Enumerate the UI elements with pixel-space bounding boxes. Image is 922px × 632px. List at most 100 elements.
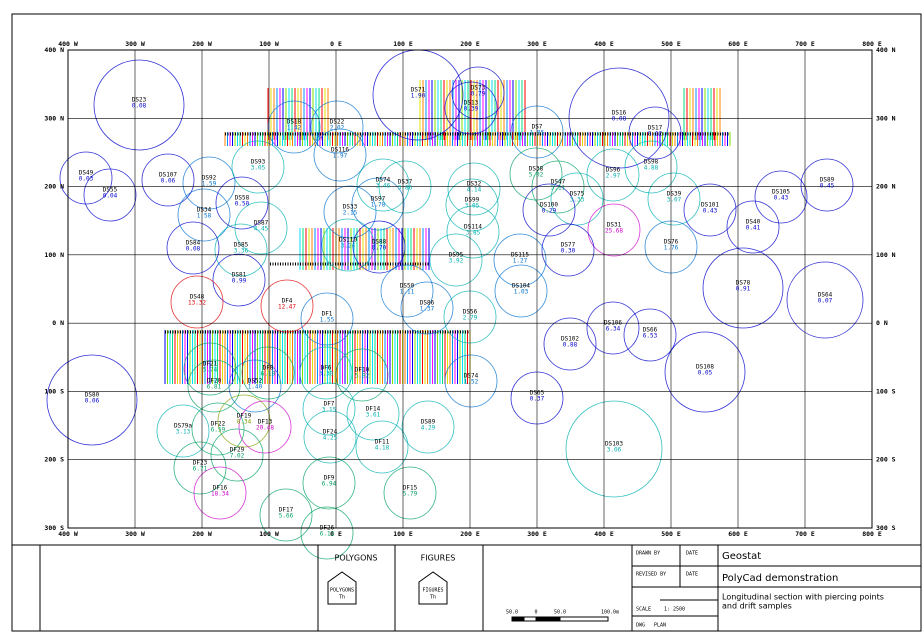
sample-value: 1.76 [664, 245, 679, 252]
sample-value: 1.90 [411, 93, 426, 100]
sample-name: DS22 [330, 119, 345, 126]
sample-name: DS105 [772, 189, 790, 196]
polygon-cell [231, 140, 285, 194]
x-label: 700 E [795, 40, 815, 48]
sample-value: 1.40 [248, 384, 263, 391]
sample-value: 0.05 [698, 370, 713, 377]
polygon-cell [628, 106, 682, 160]
polygon-cell [702, 247, 784, 329]
sample-value: 1.58 [197, 213, 212, 220]
sample-value: 0.08 [132, 103, 147, 110]
y-label: 400 N [876, 46, 896, 54]
sample-name: DS99 [465, 197, 480, 204]
sample-value: 1.59 [202, 181, 217, 188]
sample-name: DS97 [371, 196, 386, 203]
sample-value: 0.12 [648, 131, 663, 138]
sample-value: 6.59 [211, 427, 226, 434]
y-label: 100 N [876, 251, 896, 259]
sample-name: DS80 [85, 392, 100, 399]
x-label: 800 E [862, 40, 882, 48]
x-label: 800 E [862, 530, 882, 538]
company: Geostat [722, 551, 761, 562]
sample-name: DS23 [132, 97, 147, 104]
sample-name: DS73 [471, 85, 486, 92]
polygon-cell [380, 264, 434, 318]
polygon-cell [754, 170, 808, 224]
frame [11, 13, 922, 632]
polygon-cell [346, 387, 400, 441]
sample-value: 0.79 [471, 91, 486, 98]
sample-name: DF6 [321, 365, 332, 372]
y-label: 100 S [44, 387, 64, 395]
sample-name: DS56 [463, 309, 478, 316]
sample-value: 0.70 [372, 245, 387, 252]
sample-value: 2.02 [330, 125, 345, 132]
sample-value: 3.05 [465, 203, 480, 210]
sample-value: 5.74 [203, 367, 218, 374]
figures-header: FIGURES [421, 554, 456, 563]
polygon-cell [624, 140, 678, 194]
polygon-cell [259, 488, 313, 542]
polygon-cell [193, 466, 247, 520]
x-label: 400 E [594, 530, 614, 538]
sample-value: 3.33 [570, 197, 585, 204]
sample-value: 0.88 [563, 342, 578, 349]
sample-value: 4.25 [323, 435, 338, 442]
sample-value: 5.11 [551, 185, 566, 192]
polygon-cell [321, 218, 375, 272]
sample-name: DS87 [254, 220, 269, 227]
sample-name: DS58 [235, 195, 250, 202]
y-label: 0 N [52, 319, 64, 327]
sample-name: DS38 [529, 166, 544, 173]
polygon-cell [191, 402, 245, 456]
y-label: 300 S [44, 524, 64, 532]
polygon-cell [355, 420, 409, 474]
sample-name: DS116 [331, 147, 349, 154]
scale-bar-label: 0 [534, 610, 537, 616]
sample-name: DS93 [251, 159, 266, 166]
polygon-cell [565, 400, 663, 498]
y-label: 400 N [44, 46, 64, 54]
sample-value: 1.85 [530, 130, 545, 137]
sample-name: DS17 [648, 125, 663, 132]
polygon-cell [303, 410, 357, 464]
sample-value: 0.37 [530, 396, 545, 403]
polygon-cell [59, 151, 113, 205]
sample-value: 18.34 [211, 491, 229, 498]
sample-value: 1.37 [420, 306, 435, 313]
sample-name: DF23 [193, 460, 208, 467]
polygon-cell [83, 168, 137, 222]
x-label: 100 E [393, 40, 413, 48]
polygon-cell [210, 428, 264, 482]
sample-value: 2.97 [606, 173, 621, 180]
sample-name: DS79a [174, 423, 192, 430]
polygon-cell [299, 346, 353, 400]
sample-name: DS33 [343, 204, 358, 211]
polygon-cell [786, 261, 864, 339]
polygon-cell [141, 153, 195, 207]
polygon-cell [664, 331, 746, 413]
sample-value: 2.79 [463, 315, 478, 322]
polygon-cell [586, 148, 640, 202]
polygon-cell [170, 275, 224, 329]
sample-name: DS108 [696, 364, 714, 371]
sample-name: DF13 [258, 419, 273, 426]
polygon-cell [228, 359, 282, 413]
y-label: 0 N [876, 319, 888, 327]
sample-value: 3.61 [366, 412, 381, 419]
x-label: 700 E [795, 530, 815, 538]
sample-name: DF29 [230, 447, 245, 454]
x-label: 300 W [125, 530, 145, 538]
y-label: 200 N [44, 183, 64, 191]
x-label: 200 E [460, 40, 480, 48]
x-label: 400 W [58, 40, 78, 48]
sample-value: 5.79 [403, 491, 418, 498]
polygon-cell [444, 81, 498, 135]
scale-bar-label: 100.0m [601, 610, 619, 616]
polygon-cell [623, 308, 677, 362]
sample-value: 0.41 [746, 225, 761, 232]
x-label: 300 E [527, 530, 547, 538]
polygon-cell [522, 183, 576, 237]
sample-name: DF7 [324, 401, 335, 408]
project: PolyCad demonstration [722, 573, 838, 584]
